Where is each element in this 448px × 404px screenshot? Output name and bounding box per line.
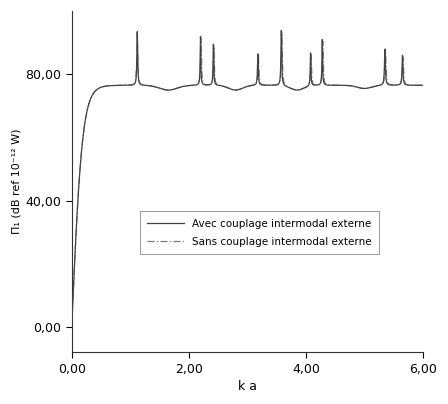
Avec couplage intermodal externe [196, 80, 202, 85]
Avec couplage intermodal externe [329, 83, 335, 88]
Y-axis label: Π₁ (dB ref 10⁻¹² W): Π₁ (dB ref 10⁻¹² W) [11, 129, 21, 234]
Sans couplage intermodal externe [329, 83, 335, 88]
Avec couplage intermodal externe [420, 83, 426, 88]
Avec couplage intermodal externe [348, 83, 353, 88]
Line: Sans couplage intermodal externe: Sans couplage intermodal externe [72, 32, 423, 327]
Sans couplage intermodal externe [86, 100, 92, 105]
Avec couplage intermodal externe [279, 28, 284, 33]
X-axis label: k a: k a [238, 380, 257, 393]
Avec couplage intermodal externe [69, 324, 74, 329]
Avec couplage intermodal externe [292, 87, 297, 92]
Line: Avec couplage intermodal externe: Avec couplage intermodal externe [72, 30, 423, 327]
Avec couplage intermodal externe [277, 79, 282, 84]
Sans couplage intermodal externe [420, 83, 426, 88]
Legend: Avec couplage intermodal externe, Sans couplage intermodal externe: Avec couplage intermodal externe, Sans c… [140, 211, 379, 255]
Sans couplage intermodal externe [348, 83, 353, 88]
Sans couplage intermodal externe [69, 324, 74, 329]
Avec couplage intermodal externe [86, 100, 92, 105]
Sans couplage intermodal externe [196, 80, 202, 85]
Sans couplage intermodal externe [277, 80, 282, 85]
Sans couplage intermodal externe [292, 87, 297, 92]
Sans couplage intermodal externe [279, 29, 284, 34]
